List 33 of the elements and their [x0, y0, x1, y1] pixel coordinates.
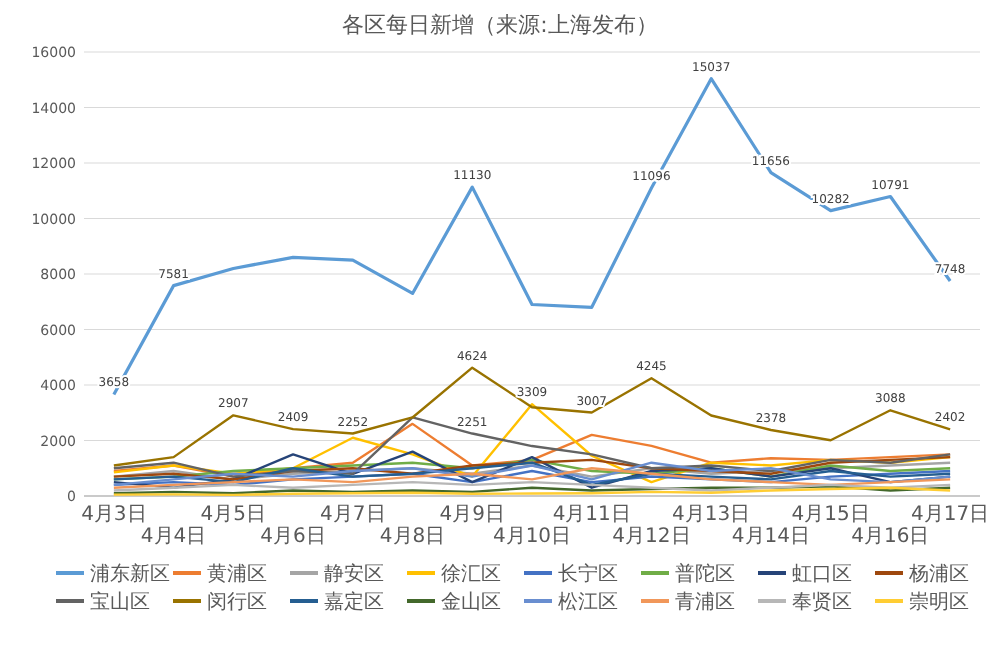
legend-label: 浦东新区: [90, 562, 170, 586]
legend-label: 虹口区: [792, 562, 852, 586]
legend-label: 金山区: [441, 590, 501, 614]
x-tick-label: 4月14日: [731, 526, 811, 548]
x-tick-label: 4月7日: [320, 504, 386, 526]
legend-label: 奉贤区: [792, 590, 852, 614]
legend-label: 徐汇区: [441, 562, 501, 586]
legend-label: 青浦区: [675, 590, 735, 614]
chart-title: 各区每日新增（来源:上海发布）: [342, 12, 658, 38]
x-tick-label: 4月15日: [791, 504, 870, 526]
x-tick-label: 4月3日: [81, 504, 147, 526]
legend-label: 嘉定区: [324, 590, 384, 614]
x-tick-label: 4月9日: [439, 504, 505, 526]
legend-label: 松江区: [558, 590, 618, 614]
x-tick-label: 4月10日: [492, 526, 572, 548]
legend-label: 闵行区: [207, 590, 267, 614]
legend-label: 静安区: [324, 562, 384, 586]
x-tick-label: 4月5日: [200, 504, 267, 526]
x-tick-label: 4月8日: [379, 526, 446, 548]
x-tick-label: 4月16日: [851, 526, 930, 548]
line-series: [112, 461, 952, 487]
legend-label: 长宁区: [558, 562, 618, 586]
legend-label: 黄浦区: [207, 562, 267, 586]
legend-label: 崇明区: [909, 590, 969, 614]
x-tick-label: 4月6日: [260, 526, 326, 548]
legend-label: 杨浦区: [907, 562, 969, 586]
x-tick-label: 4月17日: [911, 504, 990, 526]
x-tick-label: 4月12日: [612, 526, 691, 548]
x-tick-label: 4月13日: [672, 504, 751, 526]
x-tick-label: 4月4日: [140, 526, 207, 548]
legend-label: 宝山区: [90, 590, 150, 614]
legend-label: 普陀区: [675, 562, 735, 586]
x-tick-label: 4月11日: [552, 504, 631, 526]
